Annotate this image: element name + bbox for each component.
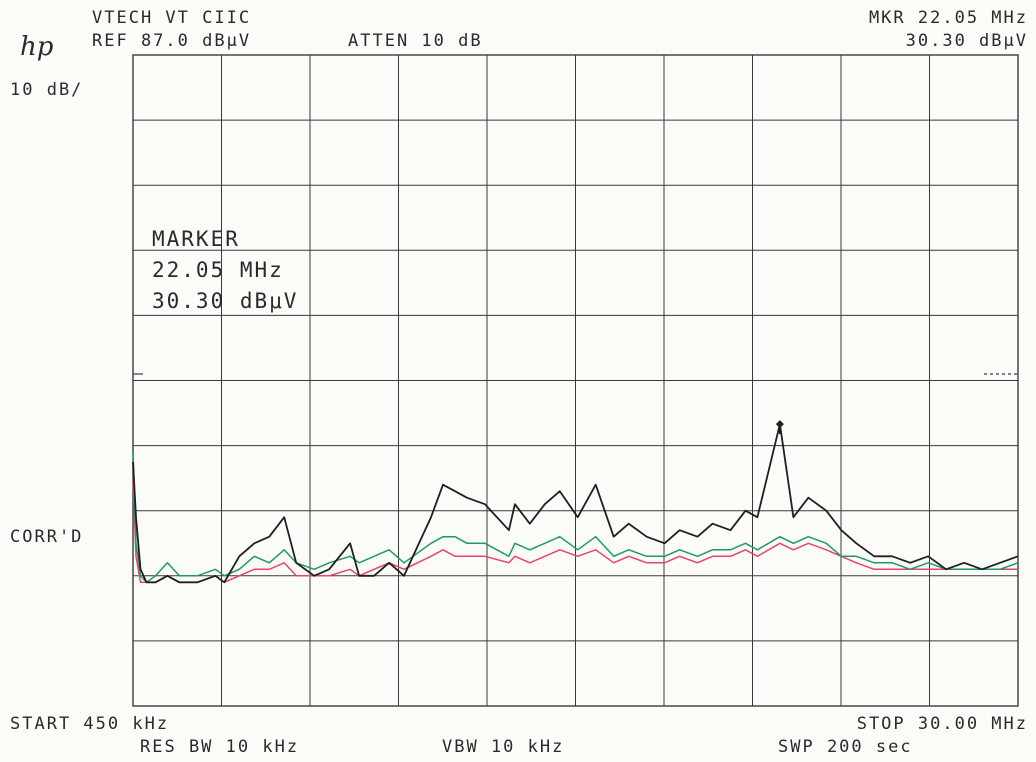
- attenuation: ATTEN 10 dB: [348, 31, 483, 51]
- marker-frequency-readout: MKR 22.05 MHz: [868, 8, 1028, 28]
- graticule: [132, 54, 1019, 707]
- marker-box-title: MARKER: [152, 227, 240, 251]
- scale-per-division: 10 dB/: [10, 80, 84, 100]
- start-frequency: START 450 kHz: [10, 714, 170, 734]
- marker: [775, 420, 784, 435]
- reference-level: REF 87.0 dBμV: [92, 31, 252, 51]
- trace-title: VTECH VT CIIC: [92, 8, 252, 28]
- resolution-bandwidth: RES BW 10 kHz: [140, 737, 300, 757]
- marker-level-readout: 30.30 dBμV: [905, 31, 1028, 51]
- quasi-peak-trace: [132, 452, 1019, 584]
- peak-trace: [132, 423, 1019, 584]
- stop-frequency: STOP 30.00 MHz: [856, 714, 1028, 734]
- sweep-time: SWP 200 sec: [778, 737, 913, 757]
- hp-logo: hp: [20, 32, 54, 62]
- marker-box-level: 30.30 dBμV: [152, 289, 299, 313]
- correction-label: CORR'D: [10, 527, 84, 547]
- marker-box-frequency: 22.05 MHz: [152, 258, 284, 282]
- video-bandwidth: VBW 10 kHz: [442, 737, 565, 757]
- average-trace: [132, 478, 1018, 584]
- traces: [132, 423, 1019, 584]
- marker-diamond: [775, 420, 784, 429]
